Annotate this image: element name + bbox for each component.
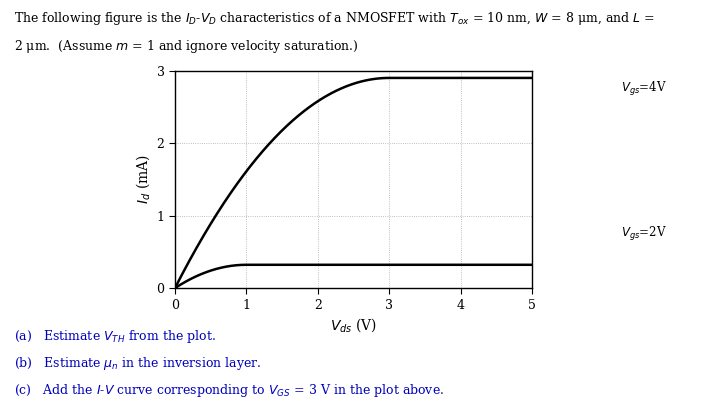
Y-axis label: $I_d$ (mA): $I_d$ (mA) [134,154,152,204]
Text: The following figure is the $I_D$-$V_D$ characteristics of a NMOSFET with $T_{ox: The following figure is the $I_D$-$V_D$ … [14,10,655,27]
Text: (b)   Estimate $\mu_n$ in the inversion layer.: (b) Estimate $\mu_n$ in the inversion la… [14,355,261,372]
Text: $V_{gs}$=4V: $V_{gs}$=4V [621,80,667,98]
Text: 2 μm.  (Assume $m$ = 1 and ignore velocity saturation.): 2 μm. (Assume $m$ = 1 and ignore velocit… [14,38,359,55]
Text: (c)   Add the $I$-$V$ curve corresponding to $V_{GS}$ = 3 V in the plot above.: (c) Add the $I$-$V$ curve corresponding … [14,382,445,399]
Text: (a)   Estimate $V_{TH}$ from the plot.: (a) Estimate $V_{TH}$ from the plot. [14,328,216,345]
X-axis label: $V_{ds}$ (V): $V_{ds}$ (V) [330,316,377,334]
Text: $V_{gs}$=2V: $V_{gs}$=2V [621,225,667,243]
